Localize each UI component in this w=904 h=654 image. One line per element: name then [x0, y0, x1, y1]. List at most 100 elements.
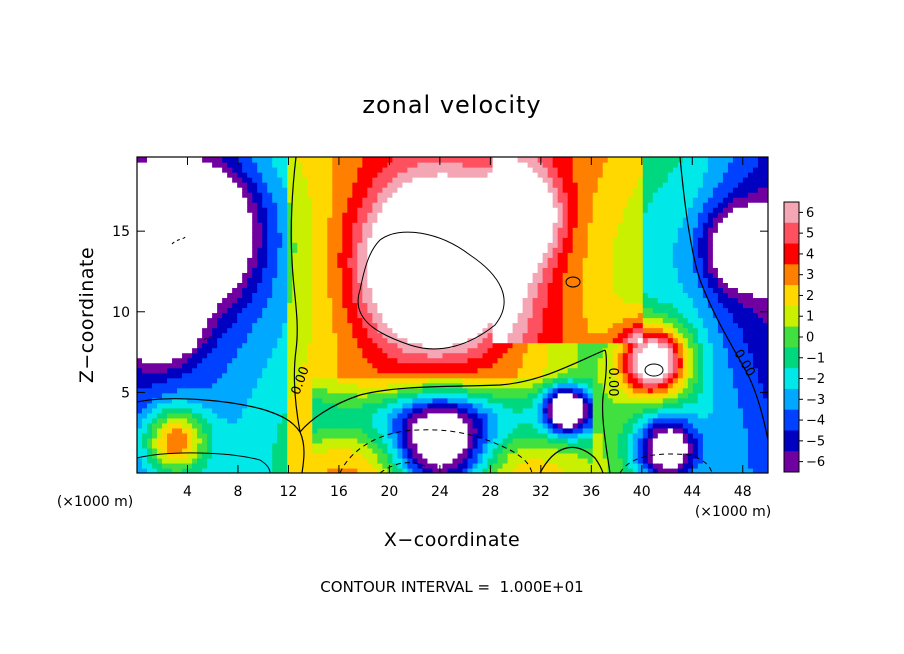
field-cell [527, 257, 534, 263]
field-cell [152, 252, 158, 258]
field-cell [517, 467, 524, 473]
field-cell [407, 397, 414, 404]
field-cell [182, 242, 188, 248]
field-cell [282, 157, 288, 163]
field-cell [282, 187, 288, 193]
field-cell [412, 452, 419, 459]
field-cell [517, 242, 524, 248]
field-cell [232, 217, 238, 223]
field-cell [272, 407, 278, 414]
field-cell [407, 197, 414, 203]
field-cell [472, 462, 479, 469]
field-cell [372, 257, 378, 263]
field-cell [502, 307, 509, 314]
field-cell [422, 382, 429, 389]
field-cell [242, 357, 248, 364]
field-cell [162, 212, 168, 218]
field-cell [442, 432, 449, 439]
field-cell [352, 387, 358, 394]
field-cell [157, 252, 163, 258]
field-cell [147, 397, 153, 404]
field-cell [272, 232, 278, 238]
field-cell [247, 202, 253, 208]
field-cell [392, 327, 399, 334]
field-cell [322, 177, 328, 183]
field-cell [187, 382, 193, 389]
field-cell [217, 267, 223, 273]
field-cell [227, 212, 233, 218]
field-cell [227, 352, 233, 359]
field-cell [402, 237, 409, 243]
field-cell [372, 327, 378, 334]
field-cell [342, 322, 348, 329]
field-cell [227, 262, 233, 268]
field-cell [172, 357, 178, 364]
field-cell [472, 317, 479, 324]
field-cell [327, 397, 333, 404]
field-cell [252, 342, 258, 349]
field-cell [357, 247, 363, 253]
field-cell [492, 357, 499, 364]
field-cell [357, 277, 363, 283]
field-cell [287, 207, 293, 213]
field-cell [527, 317, 534, 324]
field-cell [297, 277, 303, 283]
field-cell [397, 337, 404, 344]
field-cell [182, 447, 188, 454]
field-cell [182, 292, 188, 299]
field-cell [152, 272, 158, 278]
field-cell [492, 452, 499, 459]
field-cell [432, 357, 439, 364]
field-cell [212, 352, 218, 359]
field-cell [417, 247, 424, 253]
field-cell [477, 292, 484, 299]
field-cell [402, 427, 409, 434]
field-cell [162, 317, 168, 324]
field-cell [377, 267, 383, 273]
field-cell [422, 452, 429, 459]
field-cell [212, 427, 218, 434]
field-cell [212, 172, 218, 178]
field-cell [167, 357, 173, 364]
field-cell [342, 462, 348, 469]
field-cell [237, 402, 243, 409]
field-cell [167, 452, 173, 459]
field-cell [322, 232, 328, 238]
field-cell [427, 402, 434, 409]
field-cell [522, 307, 529, 314]
field-cell [332, 452, 338, 459]
field-cell [172, 437, 178, 444]
field-cell [372, 247, 378, 253]
field-cell [192, 217, 198, 223]
field-cell [442, 297, 449, 304]
field-cell [192, 407, 198, 414]
field-cell [347, 442, 353, 449]
field-cell [302, 392, 308, 399]
field-cell [162, 372, 168, 379]
field-cell [167, 302, 173, 309]
field-cell [142, 367, 148, 374]
field-cell [527, 452, 534, 459]
field-cell [227, 232, 233, 238]
field-cell [277, 312, 283, 319]
field-cell [382, 232, 388, 238]
field-cell [512, 272, 519, 278]
field-cell [367, 167, 373, 173]
field-cell [277, 277, 283, 283]
field-cell [352, 357, 358, 364]
field-cell [497, 327, 504, 334]
field-cell [267, 332, 273, 339]
field-cell [387, 387, 394, 394]
field-cell [427, 222, 434, 228]
field-cell [257, 427, 263, 434]
field-cell [372, 252, 378, 258]
field-cell [267, 167, 273, 173]
field-cell [247, 227, 253, 233]
field-cell [332, 247, 338, 253]
field-cell [442, 447, 449, 454]
field-cell [422, 467, 429, 473]
field-cell [332, 432, 338, 439]
field-cell [522, 217, 529, 223]
field-cell [407, 277, 414, 283]
field-cell [292, 407, 298, 414]
